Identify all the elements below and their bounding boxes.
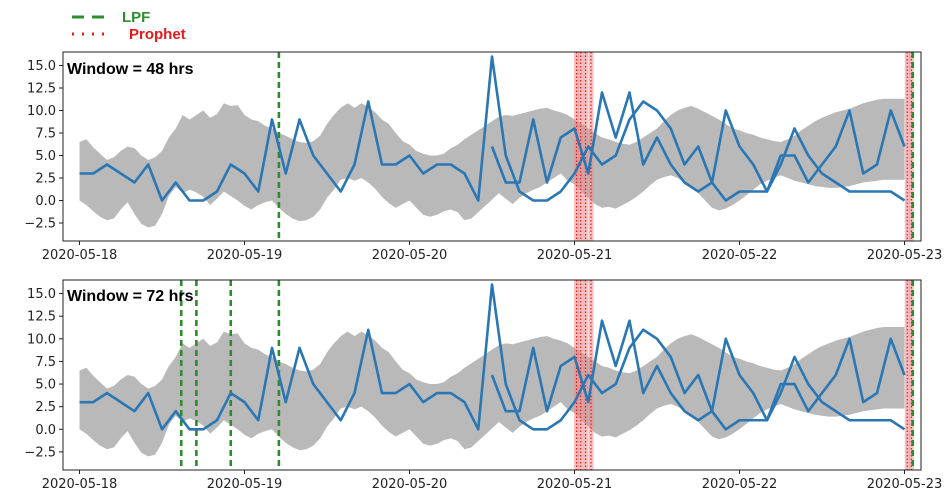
y-tick-label: 7.5 [35, 127, 56, 142]
x-tick-label: 2020-05-21 [537, 477, 613, 492]
plot-frame-72hrs [62, 279, 922, 471]
y-tick-label: 12.5 [27, 82, 56, 97]
y-tick-label: 12.5 [27, 310, 56, 325]
y-tick-label: 10.0 [27, 104, 56, 119]
x-axis-72hrs: 2020-05-18 2020-05-19 2020-05-20 2020-05-21… [42, 470, 943, 492]
y-tick-label: 2.5 [35, 400, 56, 415]
legend-prophet-label: Prophet [129, 26, 186, 43]
confidence-band-area [79, 327, 905, 457]
window-label-48hrs: Window = 48 hrs [67, 61, 194, 78]
x-tick-label: 2020-05-20 [372, 248, 448, 263]
y-tick-label: 5.0 [35, 149, 56, 164]
x-tick-label: 2020-05-23 [867, 248, 943, 263]
series-line-1 [490, 319, 906, 431]
x-tick-label: 2020-05-22 [702, 477, 778, 492]
series-lines-48hrs [79, 55, 906, 202]
legend-lpf-label: LPF [122, 9, 150, 26]
x-tick-label: 2020-05-19 [207, 477, 283, 492]
legend: LPF Prophet [72, 9, 186, 43]
x-tick-label: 2020-05-18 [42, 248, 118, 263]
x-tick-label: 2020-05-18 [42, 477, 118, 492]
y-tick-label: 0.0 [35, 194, 56, 209]
confidence-band-72hrs [79, 327, 905, 457]
y-tick-label: −2.5 [24, 217, 56, 232]
y-tick-label: 15.0 [27, 59, 56, 74]
x-tick-label: 2020-05-22 [702, 248, 778, 263]
x-tick-label: 2020-05-20 [372, 477, 448, 492]
x-tick-label: 2020-05-23 [867, 477, 943, 492]
chart-panel-72hrs: −2.50.02.55.07.510.012.515.0 2020-05-18 2… [24, 279, 943, 492]
y-tick-label: 10.0 [27, 332, 56, 347]
chart-panel-48hrs: −2.50.02.55.07.510.012.515.0 2020-05-18 2… [24, 51, 943, 263]
y-tick-label: 15.0 [27, 287, 56, 302]
x-axis-48hrs: 2020-05-18 2020-05-19 2020-05-20 2020-05-21… [42, 241, 943, 263]
confidence-band-area [79, 98, 905, 228]
x-tick-label: 2020-05-19 [207, 248, 283, 263]
y-axis-48hrs: −2.5 0.0 2.5 5.0 7.5 10.0 12.5 15.0 [24, 59, 63, 232]
y-tick-label: −2.5 [24, 445, 56, 460]
series-line-1 [490, 91, 906, 202]
window-label-72hrs: Window = 72 hrs [67, 288, 194, 305]
y-axis-72hrs: −2.5 0.0 2.5 5.0 7.5 10.0 12.5 15.0 [24, 287, 63, 460]
plot-frame-48hrs [62, 51, 922, 242]
x-tick-label: 2020-05-21 [537, 248, 613, 263]
y-tick-label: 5.0 [35, 378, 56, 393]
series-lines-72hrs [79, 283, 906, 431]
y-tick-label: 2.5 [35, 172, 56, 187]
y-tick-label: 0.0 [35, 423, 56, 438]
confidence-band-48hrs [79, 98, 905, 228]
y-tick-label: 7.5 [35, 355, 56, 370]
